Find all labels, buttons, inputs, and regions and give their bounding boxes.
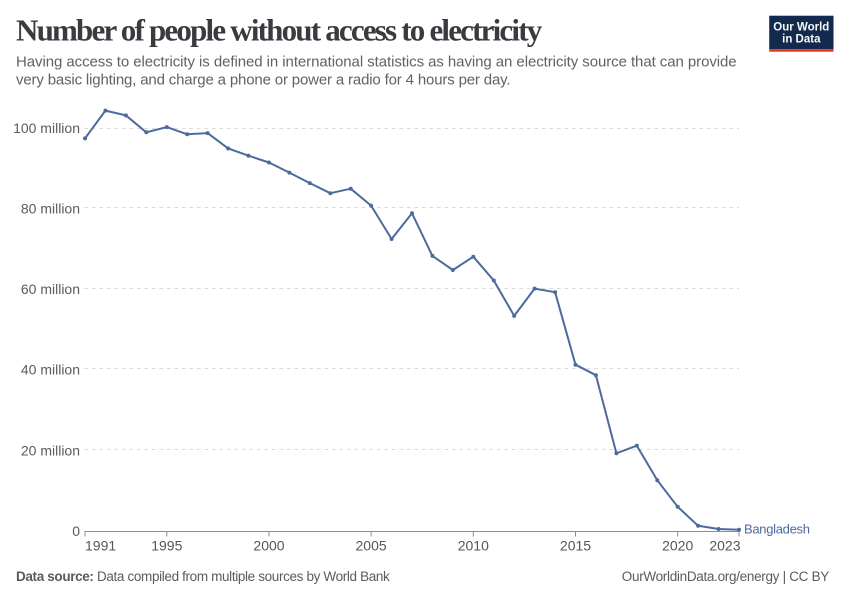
svg-text:Our World: Our World [773,22,829,34]
svg-text:20 million: 20 million [21,442,80,458]
svg-text:100 million: 100 million [13,120,80,136]
svg-text:OurWorldinData.org/energy | CC: OurWorldinData.org/energy | CC BY [622,569,829,584]
svg-text:60 million: 60 million [21,281,80,297]
svg-text:2010: 2010 [458,538,489,554]
svg-text:2000: 2000 [253,538,284,554]
svg-text:1995: 1995 [151,538,182,554]
svg-text:40 million: 40 million [21,362,80,378]
svg-text:Bangladesh: Bangladesh [744,522,810,537]
svg-text:2023: 2023 [709,538,740,554]
svg-text:Data source: Data compiled fro: Data source: Data compiled from multiple… [16,569,390,584]
svg-text:1991: 1991 [85,538,116,554]
svg-text:Number of people without acces: Number of people without access to elect… [16,13,543,48]
svg-text:0: 0 [72,523,80,539]
svg-text:very basic lighting, and charg: very basic lighting, and charge a phone … [16,72,510,89]
svg-text:80 million: 80 million [21,201,80,217]
svg-text:2020: 2020 [662,538,693,554]
svg-text:2005: 2005 [356,538,387,554]
svg-text:2015: 2015 [560,538,591,554]
svg-text:Having access to electricity i: Having access to electricity is defined … [16,54,737,71]
svg-text:in Data: in Data [782,34,821,46]
